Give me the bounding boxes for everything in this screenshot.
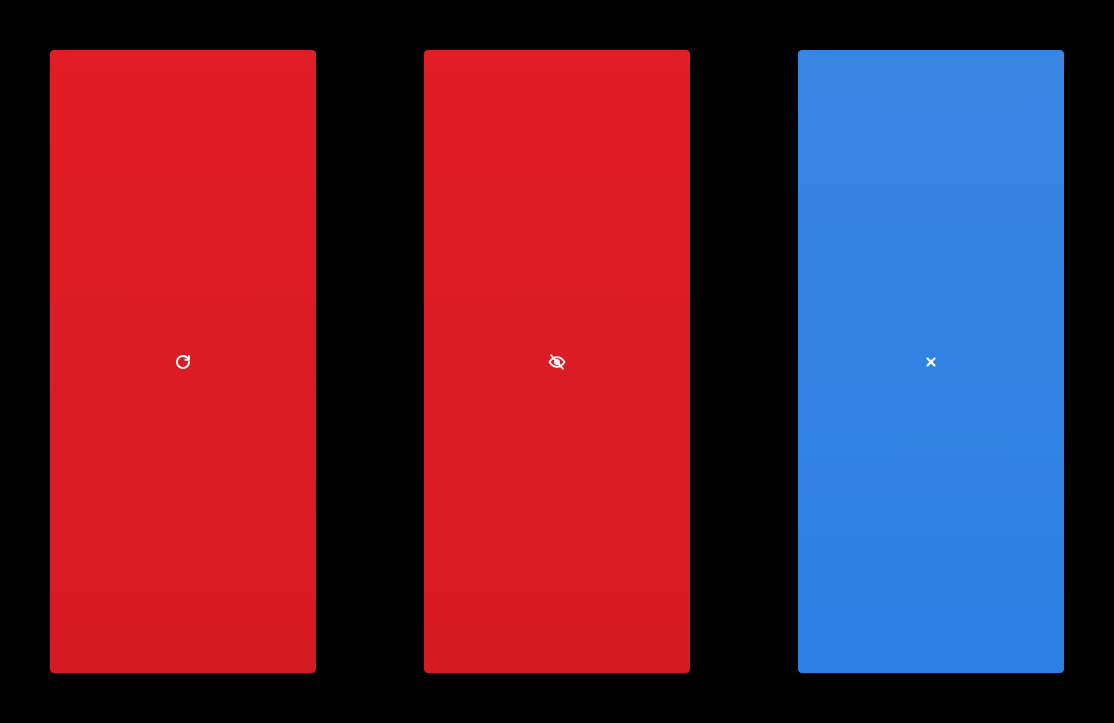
reload-panel-button[interactable] [50, 50, 316, 673]
close-icon [922, 353, 940, 371]
reload-icon [174, 353, 192, 371]
close-panel-button[interactable] [798, 50, 1064, 673]
eye-off-icon [548, 353, 566, 371]
hide-panel-button[interactable] [424, 50, 690, 673]
